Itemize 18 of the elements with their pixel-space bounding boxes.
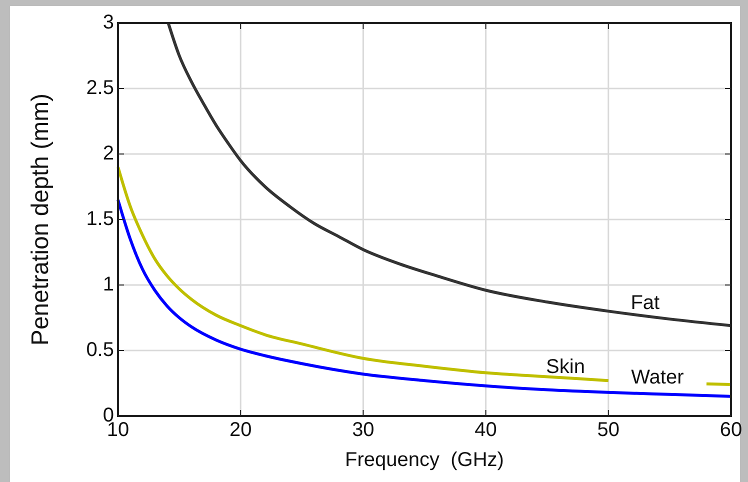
y-tick-label: 3 <box>102 11 114 34</box>
y-axis-title: Penetration depth (mm) <box>27 93 54 346</box>
y-tick-label: 1.5 <box>86 208 114 230</box>
series-label: Fat <box>630 292 660 314</box>
x-tick-label: 60 <box>720 419 742 441</box>
series-label: Water <box>631 366 684 388</box>
y-tick-label: 2.5 <box>86 76 114 99</box>
x-tick-label: 20 <box>229 419 252 441</box>
x-axis-title: Frequency (GHz) <box>345 449 504 471</box>
line-series <box>116 198 732 398</box>
x-tick-label: 50 <box>597 419 620 441</box>
y-tick-label: 0.5 <box>86 338 114 361</box>
x-tick-label: 30 <box>352 419 374 441</box>
series-label: Skin <box>546 356 585 378</box>
y-tick-label: 1 <box>102 273 114 296</box>
x-tick-label: 40 <box>474 419 497 441</box>
line-series <box>166 22 732 328</box>
y-tick-label: 2 <box>102 142 114 164</box>
